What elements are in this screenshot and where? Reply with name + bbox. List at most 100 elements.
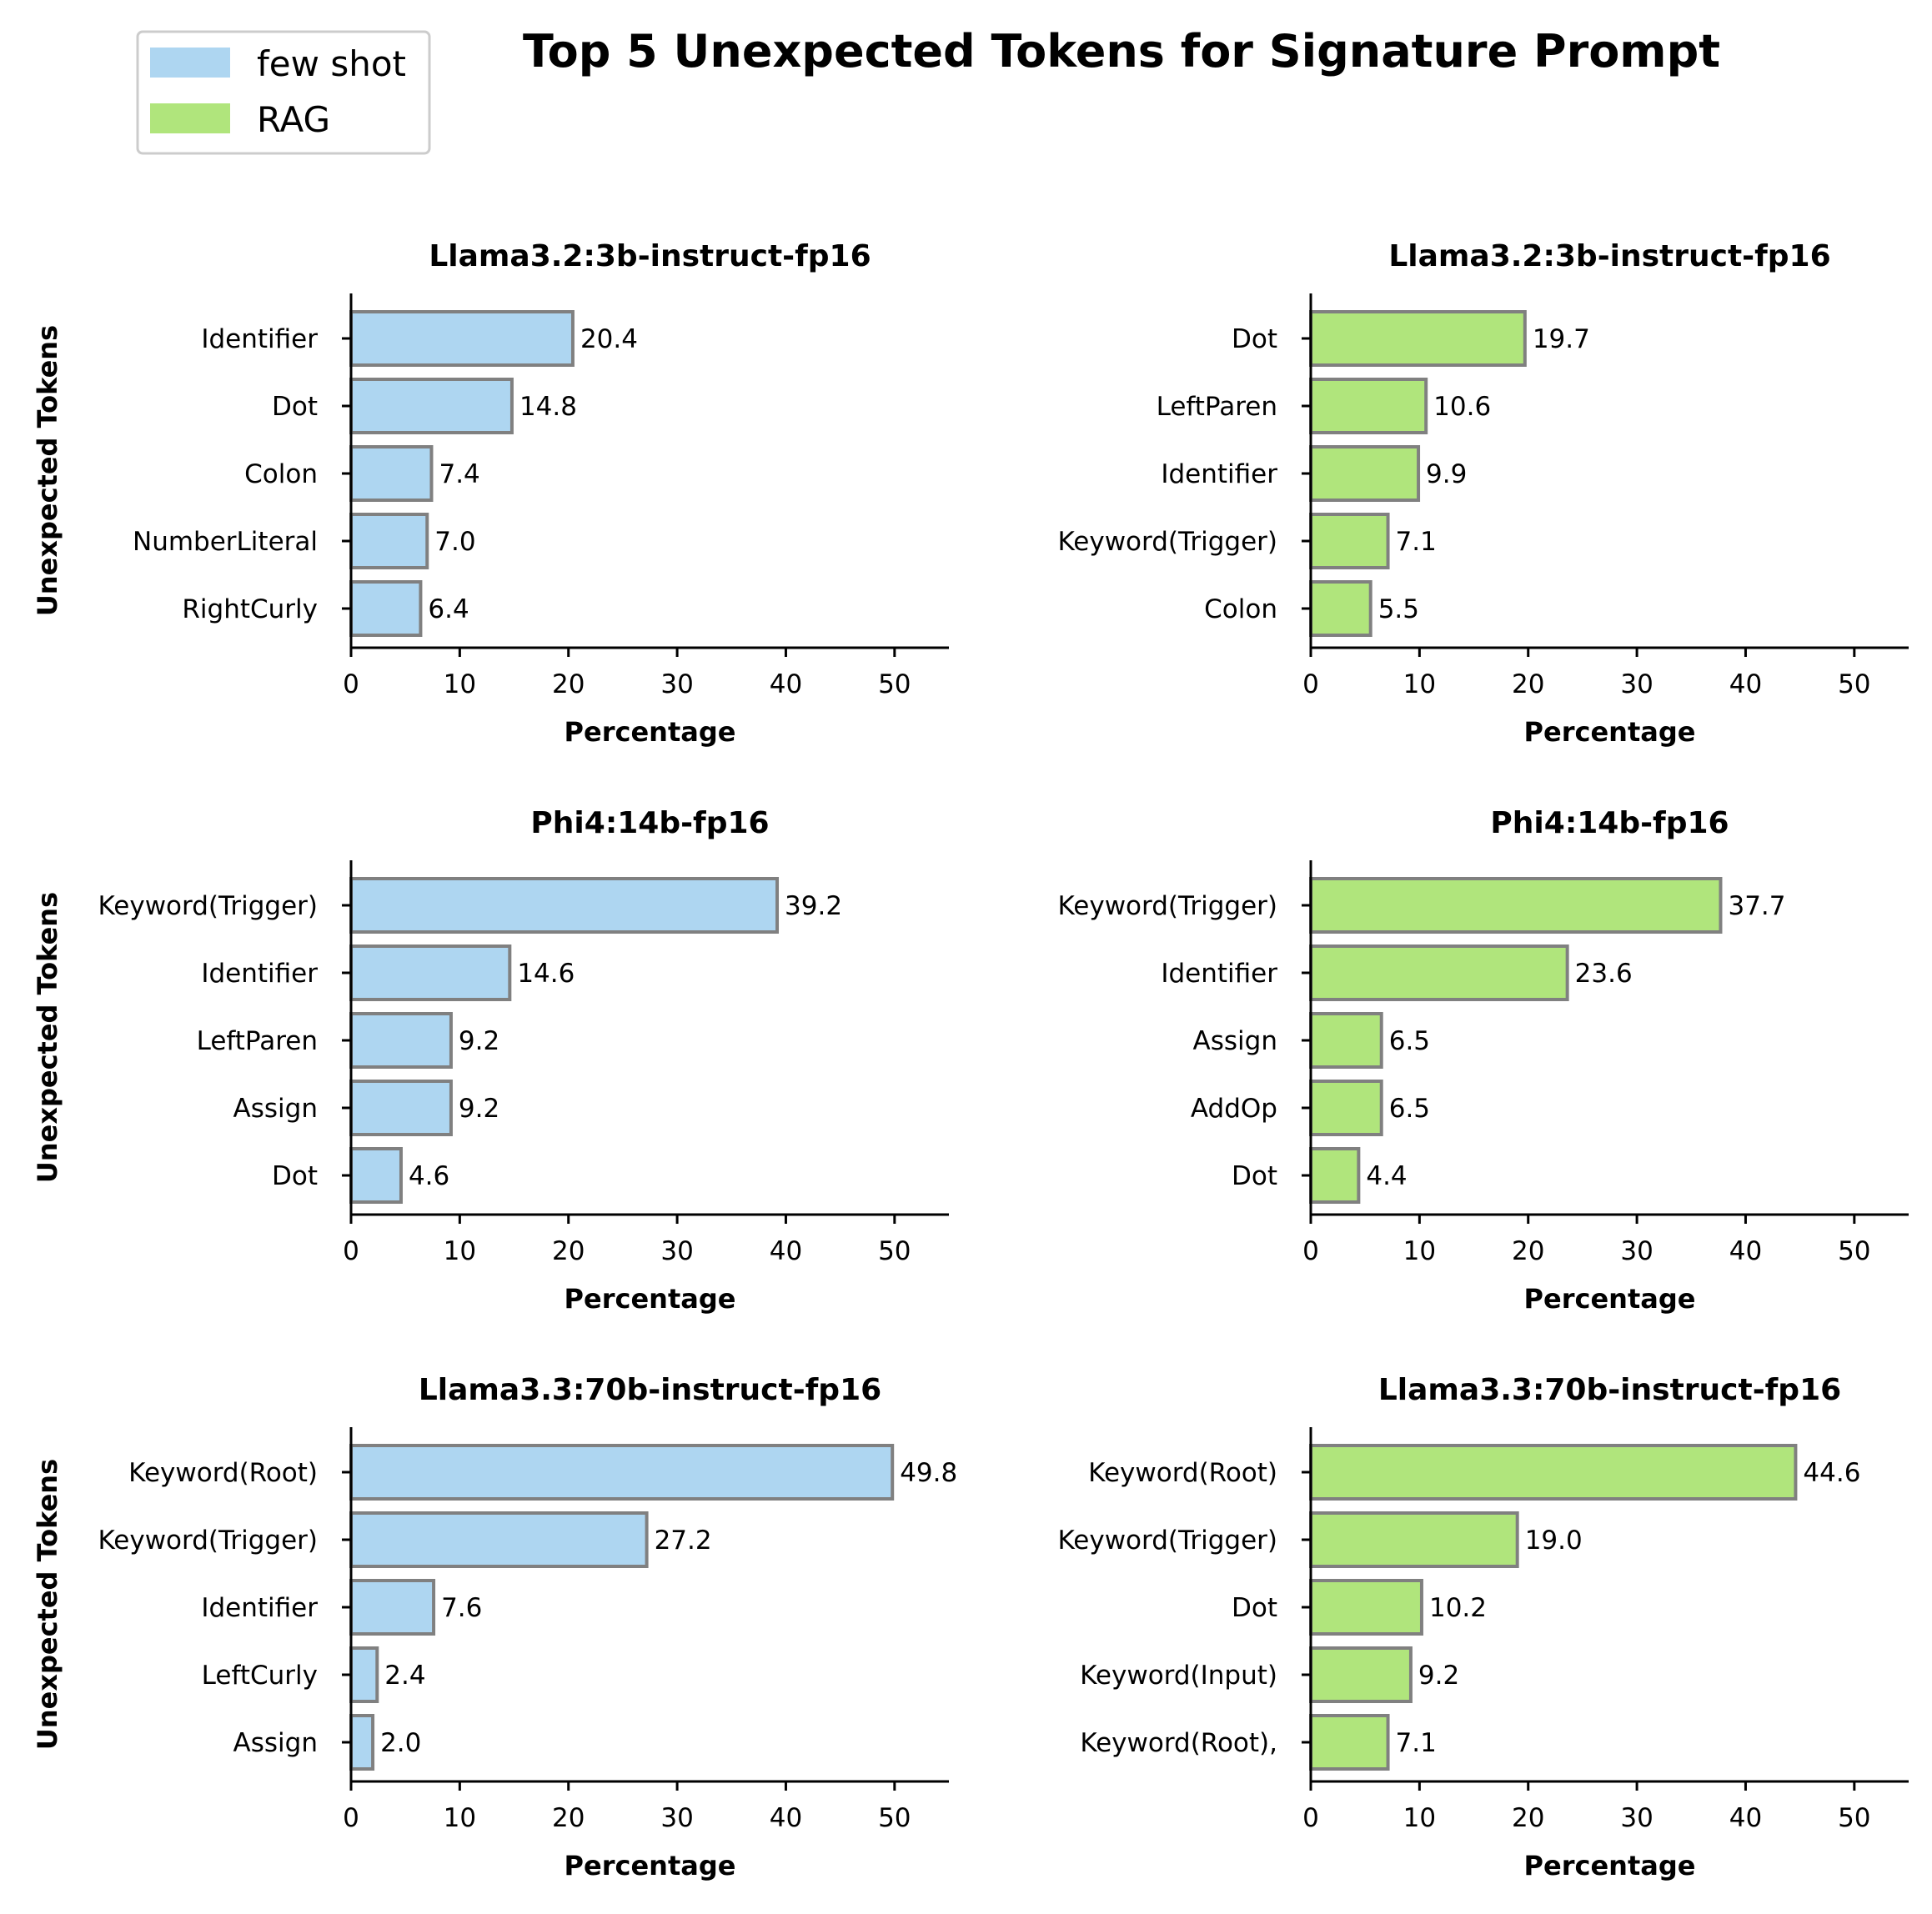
data-label: 5.5	[1378, 594, 1419, 624]
data-label: 20.4	[580, 324, 638, 354]
panel-title: Phi4:14b-fp16	[530, 806, 769, 840]
x-tick-label: 30	[1620, 669, 1653, 699]
y-tick-label: Identifier	[201, 959, 318, 989]
y-tick-label: Dot	[1232, 1161, 1277, 1191]
data-label: 10.2	[1429, 1593, 1487, 1623]
bar-keyword-root	[1309, 1444, 1798, 1501]
x-tick-label: 30	[660, 1803, 693, 1833]
bar-colon	[1309, 580, 1372, 637]
y-tick-label: NumberLiteral	[133, 527, 318, 557]
bar-keyword-trigger	[349, 1511, 649, 1568]
bar-identifier	[1309, 944, 1569, 1001]
x-axis-label: Percentage	[1524, 1283, 1696, 1315]
panel-title: Llama3.2:3b-instruct-fp16	[429, 239, 871, 273]
data-label: 37.7	[1728, 891, 1785, 921]
y-tick-label: LeftParen	[197, 1026, 318, 1056]
y-tick-label: Dot	[1232, 324, 1277, 354]
legend-label-few-shot: few shot	[257, 43, 406, 84]
bar-identifier	[349, 1579, 436, 1636]
bar-leftparen	[349, 1012, 453, 1069]
data-label: 7.0	[434, 527, 475, 557]
x-tick-label: 50	[1838, 1803, 1870, 1833]
panel-title: Llama3.2:3b-instruct-fp16	[1388, 239, 1830, 273]
x-tick-label: 40	[770, 669, 802, 699]
data-label: 39.2	[785, 891, 842, 921]
bar-colon	[349, 445, 434, 502]
y-tick-label: AddOp	[1191, 1094, 1277, 1124]
y-tick-label: Colon	[244, 459, 318, 489]
x-tick-label: 20	[552, 669, 585, 699]
y-tick-label: Keyword(Root)	[1088, 1458, 1277, 1488]
data-label: 44.6	[1803, 1458, 1860, 1488]
bar-dot	[349, 1147, 403, 1204]
y-tick-label: LeftParen	[1157, 392, 1277, 422]
bar-keyword-root	[1309, 1714, 1390, 1771]
x-tick-label: 10	[1403, 1803, 1436, 1833]
y-tick-label: Dot	[272, 1161, 318, 1191]
x-tick-label: 30	[660, 669, 693, 699]
y-tick-label: Keyword(Trigger)	[1058, 891, 1278, 921]
panel-1: Llama3.2:3b-instruct-fp16 20.4 Identifier 1…	[32, 239, 949, 748]
bar-keyword-trigger	[349, 877, 780, 934]
x-tick-label: 10	[444, 1803, 476, 1833]
panel-6: Llama3.3:70b-instruct-fp16 44.6 Keyword(Ro…	[1058, 1373, 1909, 1881]
x-tick-label: 10	[1403, 1236, 1436, 1266]
bar-keyword-root	[349, 1444, 895, 1501]
data-label: 6.4	[428, 594, 469, 624]
data-label: 14.8	[519, 392, 577, 422]
panel-4: Phi4:14b-fp16 37.7 Keyword(Trigger) 23.6 Ide…	[1058, 806, 1909, 1315]
y-tick-label: Identifier	[201, 1593, 318, 1623]
bar-keyword-trigger	[1309, 1511, 1519, 1568]
y-tick-label: Identifier	[201, 324, 318, 354]
x-tick-label: 50	[1838, 1236, 1870, 1266]
y-tick-label: Keyword(Root)	[128, 1458, 318, 1488]
y-tick-label: Keyword(Trigger)	[1058, 527, 1278, 557]
data-label: 6.5	[1389, 1026, 1430, 1056]
data-label: 9.9	[1426, 459, 1467, 489]
x-tick-label: 50	[878, 1803, 911, 1833]
y-tick-label: Dot	[1232, 1593, 1277, 1623]
bar-dot	[1309, 1147, 1361, 1204]
x-tick-label: 20	[1512, 1236, 1544, 1266]
panel-title: Llama3.3:70b-instruct-fp16	[1378, 1373, 1841, 1407]
bar-assign	[349, 1080, 453, 1136]
x-tick-label: 30	[1620, 1236, 1653, 1266]
x-tick-label: 0	[343, 1803, 359, 1833]
data-label: 19.7	[1533, 324, 1590, 354]
panel-title: Phi4:14b-fp16	[1490, 806, 1729, 840]
bar-leftparen	[1309, 378, 1428, 434]
panel-title: Llama3.3:70b-instruct-fp16	[419, 1373, 881, 1407]
bar-keyword-input	[1309, 1646, 1413, 1703]
x-tick-label: 10	[1403, 669, 1436, 699]
bar-dot	[1309, 310, 1527, 367]
legend-swatch-rag	[150, 103, 230, 133]
data-label: 4.4	[1366, 1161, 1407, 1191]
x-tick-label: 30	[660, 1236, 693, 1266]
x-tick-label: 0	[1302, 1803, 1319, 1833]
x-tick-label: 0	[1302, 669, 1319, 699]
bar-dot	[1309, 1579, 1423, 1636]
x-tick-label: 0	[343, 1236, 359, 1266]
x-tick-label: 20	[1512, 669, 1544, 699]
data-label: 14.6	[517, 959, 575, 989]
y-tick-label: Assign	[233, 1094, 318, 1124]
data-label: 6.5	[1389, 1094, 1430, 1124]
x-tick-label: 10	[444, 669, 476, 699]
y-tick-label: Keyword(Input)	[1080, 1661, 1277, 1691]
y-tick-label: Keyword(Trigger)	[98, 1526, 319, 1556]
bar-keyword-trigger	[1309, 877, 1723, 934]
bar-assign	[349, 1714, 375, 1771]
x-axis-label: Percentage	[1524, 1850, 1696, 1881]
panel-3: Phi4:14b-fp16 39.2 Keyword(Trigger) 14.6 Ide…	[32, 806, 949, 1315]
y-tick-label: Keyword(Trigger)	[1058, 1526, 1278, 1556]
bar-assign	[1309, 1012, 1383, 1069]
x-axis-label: Percentage	[1524, 716, 1696, 748]
x-tick-label: 10	[444, 1236, 476, 1266]
data-label: 4.6	[409, 1161, 449, 1191]
figure-title: Top 5 Unexpected Tokens for Signature Pr…	[523, 25, 1720, 78]
legend: few shot RAG	[136, 30, 431, 155]
x-tick-label: 20	[552, 1236, 585, 1266]
data-label: 2.0	[380, 1728, 421, 1758]
x-tick-label: 50	[878, 1236, 911, 1266]
